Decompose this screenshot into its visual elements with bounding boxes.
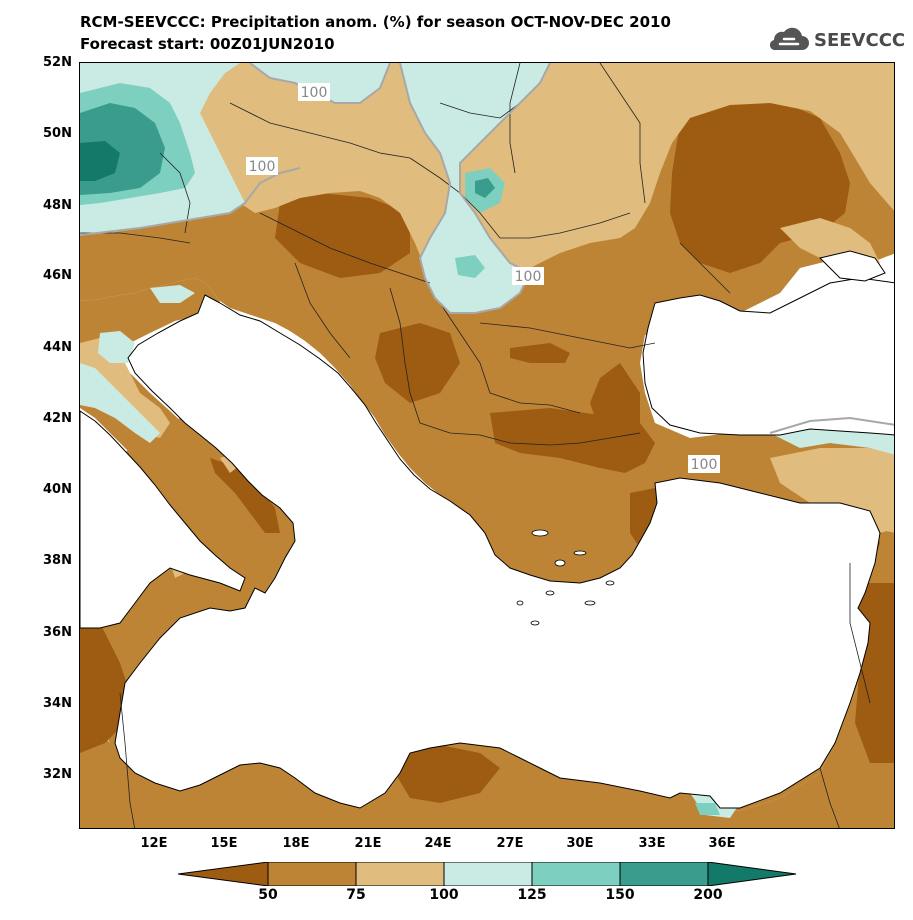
land-africa	[80, 603, 894, 828]
lat-label: 52N	[43, 55, 72, 70]
land-italy	[80, 278, 298, 598]
sea-black-sea	[642, 277, 894, 436]
lat-label: 40N	[43, 482, 72, 497]
logo-text: SEEVCCC	[814, 29, 906, 51]
lon-label: 24E	[424, 836, 452, 851]
lon-label: 27E	[496, 836, 524, 851]
lat-label: 50N	[43, 126, 72, 141]
lat-label: 36N	[43, 625, 72, 640]
contour-label: 100	[301, 85, 328, 101]
anomaly-above-200	[80, 141, 120, 181]
lon-label: 15E	[210, 836, 238, 851]
colorbar-segment	[619, 862, 709, 886]
lat-label: 32N	[43, 767, 72, 782]
sea-tyrrhenian	[80, 410, 246, 629]
cloud-logo-icon	[769, 27, 809, 51]
map-title: RCM-SEEVCCC: Precipitation anom. (%) for…	[80, 13, 671, 31]
lat-label: 38N	[43, 553, 72, 568]
colorbar-segment	[267, 862, 357, 886]
lon-label: 18E	[282, 836, 310, 851]
colorbar-label: 100	[429, 887, 459, 903]
colorbar-label: 50	[258, 887, 278, 903]
sea-areas	[80, 250, 894, 809]
precipitation-anomaly-map: 100 100 100 100	[80, 63, 894, 828]
lon-label: 12E	[140, 836, 168, 851]
lat-label: 46N	[43, 268, 72, 283]
map-subtitle: Forecast start: 00Z01JUN2010	[80, 35, 335, 53]
map-area: 100 100 100 100	[79, 62, 895, 829]
lat-label: 48N	[43, 198, 72, 213]
colorbar-segment	[443, 862, 533, 886]
lon-label: 36E	[708, 836, 736, 851]
contour-labels: 100 100 100 100	[246, 83, 720, 473]
seevccc-logo: SEEVCCC	[766, 24, 906, 56]
lon-label: 33E	[638, 836, 666, 851]
colorbar-label: 200	[693, 887, 723, 903]
lat-label: 44N	[43, 340, 72, 355]
colorbar-label: 125	[517, 887, 547, 903]
lat-label: 34N	[43, 696, 72, 711]
colorbar-label: 75	[346, 887, 366, 903]
colorbar	[178, 862, 797, 886]
colorbar-segment	[178, 862, 269, 886]
contour-label: 100	[691, 457, 718, 473]
contour-label: 100	[515, 269, 542, 285]
colorbar-segment	[531, 862, 621, 886]
colorbar-segment	[355, 862, 445, 886]
sea-azov	[819, 250, 886, 282]
lon-label: 21E	[354, 836, 382, 851]
contour-label: 100	[249, 159, 276, 175]
lon-label: 30E	[566, 836, 594, 851]
country-borders	[80, 63, 871, 828]
colorbar-segment	[707, 862, 797, 886]
colorbar-label: 150	[605, 887, 635, 903]
aegean-islands	[516, 529, 615, 626]
lat-label: 42N	[43, 411, 72, 426]
sea-mediterranean	[114, 294, 881, 809]
